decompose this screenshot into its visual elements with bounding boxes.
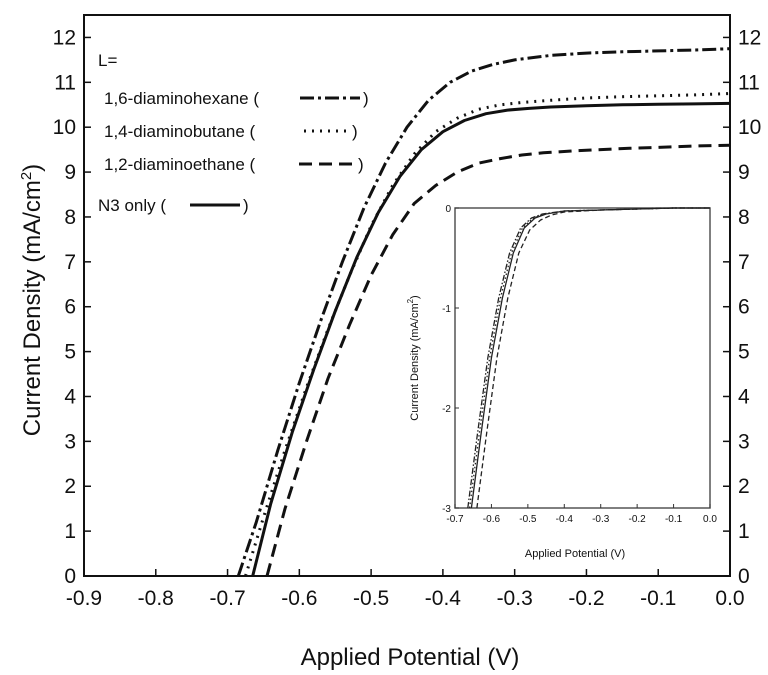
y-tick-label: 6: [64, 296, 76, 319]
legend-label: 1,2-diaminoethane (: [104, 155, 256, 174]
right-y-tick-label: 11: [738, 71, 760, 94]
x-axis-ticks: -0.9 -0.8 -0.7 -0.6 -0.5 -0.4 -0.3 -0.2 -0.1 0.0: [66, 569, 745, 610]
y-tick-label: 9: [64, 161, 76, 184]
legend-entry: 1,4-diaminobutane (): [104, 122, 358, 141]
legend-label: 1,6-diaminohexane (: [104, 89, 259, 108]
right-y-tick-label: 7: [738, 251, 750, 274]
x-axis-title: Applied Potential (V): [301, 644, 520, 671]
inset-x-tick-label: -0.4: [556, 514, 574, 525]
plot-frame: [83, 14, 731, 577]
right-y-tick-label: 9: [738, 161, 750, 184]
right-y-tick-label: 8: [738, 206, 750, 229]
y-axis-title: Current Density (mA/cm2): [18, 164, 46, 436]
inset-y-axis-ticks: 0 -1 -2 -3: [442, 204, 459, 515]
legend-title: L=: [98, 51, 117, 70]
legend-entry: N3 only (): [98, 196, 249, 215]
legend-close-paren: ): [352, 122, 358, 141]
series-line: 1,6-diaminohexane: [236, 47, 731, 577]
right-y-tick-label: 2: [738, 475, 750, 498]
y-tick-label: 5: [64, 341, 76, 364]
right-y-tick-label: 12: [738, 26, 761, 49]
main-plot: 1,6-diaminohexane1,4-diaminobutaneN3 onl…: [18, 14, 761, 671]
right-y-tick-label: 3: [738, 430, 750, 453]
right-y-tick-label: 0: [738, 565, 750, 588]
inset-x-axis-ticks: -0.7 -0.6 -0.5 -0.4 -0.3 -0.2 -0.1 0.0: [446, 504, 717, 525]
x-tick-label: 0.0: [715, 587, 744, 610]
inset-x-tick-label: -0.5: [519, 514, 537, 525]
inset-x-tick-label: 0.0: [703, 514, 717, 525]
inset-series-line: [476, 207, 710, 509]
y-tick-label: 7: [64, 251, 76, 274]
inset-y-tick-label: -3: [442, 504, 451, 515]
inset-y-axis-title: Current Density (mA/cm2): [406, 295, 421, 420]
y-tick-label: 0: [64, 565, 76, 588]
y-tick-label: 3: [64, 430, 76, 453]
inset-y-tick-label: -2: [442, 404, 451, 415]
right-y-tick-label: 4: [738, 385, 750, 408]
inset-series-group: [467, 207, 710, 509]
legend-close-paren: ): [243, 196, 249, 215]
x-tick-label: -0.8: [138, 587, 174, 610]
right-y-tick-label: 5: [738, 341, 750, 364]
legend-entry: 1,6-diaminohexane (): [104, 89, 369, 108]
series-line: 1,2-diaminoethane: [265, 143, 731, 577]
inset-x-tick-label: -0.1: [665, 514, 683, 525]
inset-y-tick-label: 0: [445, 204, 451, 215]
right-y-tick-label: 1: [738, 520, 750, 543]
x-tick-label: -0.7: [209, 587, 245, 610]
x-tick-label: -0.6: [281, 587, 317, 610]
inset-plot: -0.7 -0.6 -0.5 -0.4 -0.3 -0.2 -0.1 0.0 0-1-2-3 …: [406, 204, 717, 560]
inset-x-tick-label: -0.7: [446, 514, 464, 525]
legend-entry: 1,2-diaminoethane (): [104, 155, 364, 174]
y-tick-label: 12: [53, 26, 76, 49]
x-tick-label: -0.1: [640, 587, 676, 610]
inset-y-tick-label: -1: [442, 304, 451, 315]
legend-close-paren: ): [363, 89, 369, 108]
x-tick-label: -0.5: [353, 587, 389, 610]
legend-close-paren: ): [358, 155, 364, 174]
inset-x-tick-label: -0.6: [483, 514, 501, 525]
y-tick-label: 1: [64, 520, 76, 543]
x-tick-label: -0.2: [568, 587, 604, 610]
y-tick-label: 8: [64, 206, 76, 229]
legend-label: 1,4-diaminobutane (: [104, 122, 256, 141]
legend-label: N3 only (: [98, 196, 166, 215]
legend: L= 1,6-diaminohexane ()1,4-diaminobutane…: [98, 51, 369, 215]
inset-frame: [454, 207, 711, 509]
right-y-tick-label: 6: [738, 296, 750, 319]
series-line: N3 only: [251, 101, 731, 577]
x-tick-label: -0.9: [66, 587, 102, 610]
main-series-group: 1,6-diaminohexane1,4-diaminobutaneN3 onl…: [236, 47, 731, 577]
x-tick-label: -0.4: [425, 587, 462, 610]
inset-x-tick-label: -0.3: [592, 514, 610, 525]
inset-x-axis-title: Applied Potential (V): [525, 548, 625, 560]
y-tick-label: 4: [64, 385, 76, 408]
y-tick-label: 2: [64, 475, 76, 498]
inset-x-tick-label: -0.2: [629, 514, 647, 525]
right-y-tick-label: 10: [738, 116, 761, 139]
y-tick-label: 10: [53, 116, 76, 139]
x-tick-label: -0.3: [497, 587, 533, 610]
y-tick-label: 11: [54, 71, 76, 94]
